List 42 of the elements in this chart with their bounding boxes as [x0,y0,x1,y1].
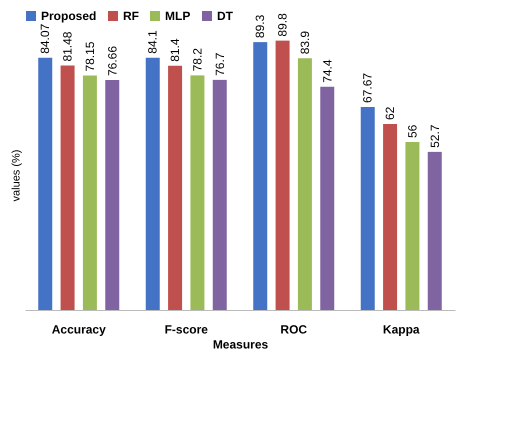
bar [82,76,97,310]
legend-label: DT [217,9,234,23]
bar [320,86,334,310]
data-label: 52.7 [428,124,442,148]
data-label: 81.48 [60,31,75,62]
x-tick-label: F-score [164,322,208,336]
bar [383,124,398,310]
data-label: 78.15 [82,41,97,72]
data-label: 62 [383,106,398,120]
bar [360,106,375,310]
bar [168,66,182,310]
bar [405,142,420,310]
data-label: 89.8 [276,12,290,37]
legend-label: RF [123,9,139,23]
x-axis-title: Measures [212,338,269,352]
bar [105,80,120,310]
data-label: 76.7 [212,52,227,76]
bar [190,75,204,310]
bar [276,40,290,310]
bar [60,66,75,310]
legend-label: Proposed [41,9,96,23]
data-label: 78.2 [190,48,204,72]
data-label: 84.07 [38,23,52,54]
data-label: 84.1 [146,30,160,54]
bar [38,58,52,310]
bar [298,58,312,310]
data-label: 74.4 [320,59,334,83]
data-label: 76.66 [105,46,120,76]
bar [146,58,160,310]
x-tick-label: Kappa [382,322,420,336]
data-label: 56 [405,124,420,138]
legend-label: MLP [165,9,190,23]
data-label: 67.67 [360,72,375,103]
x-tick-label: ROC [280,322,308,336]
data-label: 89.3 [253,14,268,38]
bar [212,80,227,310]
data-label: 81.4 [168,38,182,62]
bar [428,152,442,310]
y-axis-title: values (%) [10,150,22,202]
data-label: 83.9 [298,30,312,54]
bar [253,42,268,310]
x-tick-label: Accuracy [52,322,106,336]
